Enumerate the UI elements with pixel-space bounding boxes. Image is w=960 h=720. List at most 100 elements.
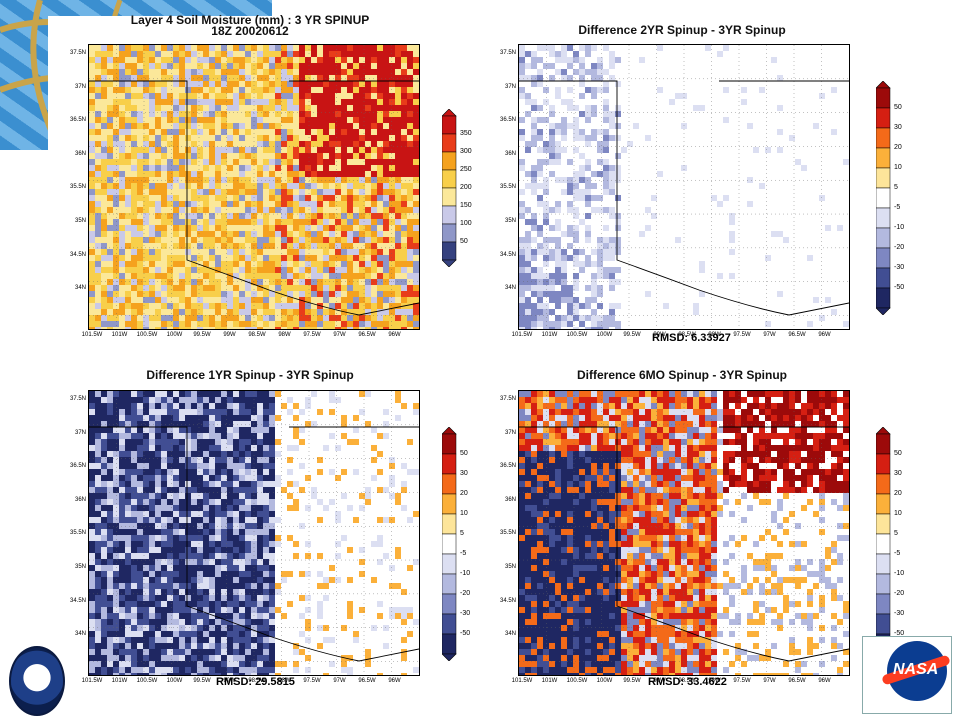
lat-tick-label: 34.5N: [499, 597, 516, 604]
lon-tick-label: 99.5W: [193, 332, 211, 338]
colorbar-label: -10: [460, 570, 471, 577]
lat-tick-label: 35N: [74, 564, 86, 570]
colorbar-label: 150: [460, 202, 472, 209]
colorbar: [442, 109, 457, 267]
lat-tick-label: 36N: [504, 150, 516, 157]
lat-tick-label: 35.5N: [69, 530, 86, 537]
map-area: [88, 390, 420, 676]
colorbar-label: 5: [894, 530, 898, 537]
rmsd-label: RMSD: 33.4622: [648, 676, 727, 688]
state-boundary: [89, 80, 419, 316]
lat-tick-label: 34N: [504, 631, 516, 638]
lon-tick-label: 100.5W: [136, 332, 158, 338]
colorbar-label: -10: [894, 570, 905, 577]
panel-title: Difference 2YR Spinup - 3YR Spinup: [578, 23, 786, 37]
lon-tick-label: 98W: [278, 678, 291, 684]
state-boundary: [519, 426, 849, 662]
lon-tick-label: 98W: [708, 678, 721, 684]
lon-tick-label: 101W: [541, 332, 558, 338]
colorbar-label: 50: [894, 104, 902, 111]
lon-tick-label: 100.5W: [566, 332, 588, 338]
colorbar: [876, 427, 891, 661]
map-raster: [89, 45, 419, 329]
lat-tick-label: 36.5N: [69, 117, 86, 124]
lon-tick-label: 96.5W: [358, 332, 376, 338]
lat-tick-label: 35N: [504, 218, 516, 224]
colorbar-label: 10: [894, 510, 902, 517]
lat-tick-label: 37N: [504, 429, 516, 436]
colorbar-label: -20: [460, 590, 471, 597]
lon-tick-label: 99.5W: [623, 678, 641, 684]
lat-tick-label: 36N: [74, 496, 86, 503]
lon-tick-label: 96W: [818, 678, 831, 684]
lon-tick-label: 99.5W: [623, 332, 641, 338]
lat-tick-label: 37N: [504, 83, 516, 90]
lat-tick-label: 37.5N: [69, 396, 86, 402]
colorbar-label: 50: [460, 450, 468, 457]
lat-tick-label: 34N: [74, 631, 86, 638]
lat-tick-label: 37.5N: [69, 50, 86, 56]
lon-tick-label: 98.5W: [248, 678, 266, 684]
lon-tick-label: 100W: [166, 678, 183, 684]
colorbar-label: 20: [460, 490, 468, 497]
colorbar: [876, 81, 891, 315]
colorbar-label: 250: [460, 166, 472, 173]
lat-tick-label: 35.5N: [499, 184, 516, 191]
colorbar-label: -50: [460, 630, 471, 637]
nasa-logo: NASA: [862, 636, 952, 714]
lat-tick-label: 34.5N: [499, 251, 516, 258]
colorbar-label: 5: [894, 184, 898, 191]
lon-tick-label: 97W: [333, 332, 346, 338]
lon-tick-label: 100W: [596, 678, 613, 684]
colorbar-label: 10: [894, 164, 902, 171]
colorbar-label: -50: [894, 630, 905, 637]
lat-tick-label: 37.5N: [499, 50, 516, 56]
colorbar-label: 200: [460, 184, 472, 191]
lat-tick-label: 36.5N: [69, 463, 86, 470]
lon-tick-label: 100.5W: [566, 678, 588, 684]
colorbar-label: 5: [460, 530, 464, 537]
colorbar-label: 100: [460, 220, 472, 227]
lat-tick-label: 34N: [74, 285, 86, 292]
lon-tick-label: 100W: [596, 332, 613, 338]
colorbar-label: 30: [894, 470, 902, 477]
colorbar-label: 300: [460, 148, 472, 155]
colorbar-label: 30: [894, 124, 902, 131]
colorbar-label: 50: [460, 238, 468, 245]
colorbar-label: 20: [894, 144, 902, 151]
panel-title: Difference 1YR Spinup - 3YR Spinup: [146, 368, 354, 382]
state-boundary: [519, 80, 849, 316]
lon-tick-label: 97.5W: [733, 678, 751, 684]
lon-tick-label: 97.5W: [303, 332, 321, 338]
lon-tick-label: 97.5W: [733, 332, 751, 338]
lat-tick-label: 36.5N: [499, 463, 516, 470]
lon-tick-label: 96.5W: [788, 332, 806, 338]
colorbar-label: -5: [460, 550, 467, 557]
mission-seal-logo: [9, 646, 65, 716]
lon-tick-label: 98.5W: [248, 332, 266, 338]
lat-tick-label: 36N: [504, 496, 516, 503]
map-area: [88, 44, 420, 330]
colorbar-label: -30: [460, 610, 471, 617]
colorbar-label: -10: [894, 224, 905, 231]
colorbar-label: -5: [894, 204, 901, 211]
panel-diff-2yr: Difference 2YR Spinup - 3YR Spinup RMSD:…: [492, 14, 912, 345]
lat-tick-label: 35.5N: [499, 530, 516, 537]
map-raster: [519, 45, 849, 329]
colorbar-label: -20: [894, 590, 905, 597]
lat-tick-label: 36N: [74, 150, 86, 157]
lon-tick-label: 98W: [708, 332, 721, 338]
lat-tick-label: 34N: [504, 285, 516, 292]
lat-tick-label: 37N: [74, 83, 86, 90]
lon-tick-label: 99.5W: [193, 678, 211, 684]
lat-tick-label: 34.5N: [69, 251, 86, 258]
lat-tick-label: 37N: [74, 429, 86, 436]
colorbar-label: -50: [894, 284, 905, 291]
lat-tick-label: 37.5N: [499, 396, 516, 402]
map-area: [518, 44, 850, 330]
panel-diff-1yr: Difference 1YR Spinup - 3YR Spinup RMSD:…: [60, 358, 480, 698]
map-raster: [89, 391, 419, 675]
lon-tick-label: 98W: [278, 332, 291, 338]
lon-tick-label: 98.5W: [678, 332, 696, 338]
panel-soil-moisture: Layer 4 Soil Moisture (mm) : 3 YR SPINUP…: [60, 14, 480, 344]
